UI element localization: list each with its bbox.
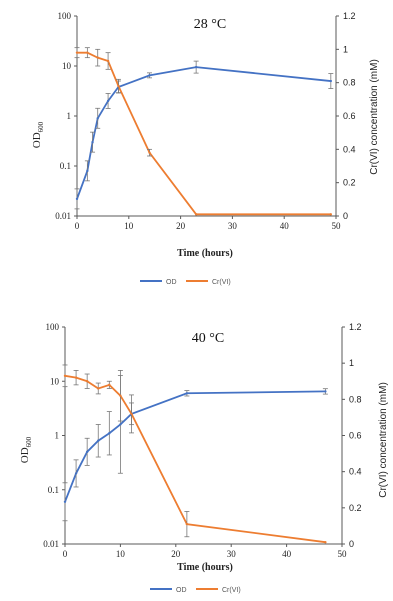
chart1-y-right-tick-label: 1 [343, 44, 348, 54]
chart2-x-tick-label: 0 [63, 549, 68, 559]
chart2-y-right-tick-label: 0.8 [349, 394, 362, 404]
chart1-ylabel-left-main: OD [31, 132, 43, 148]
chart2-ylabel-left: OD600 [19, 436, 33, 463]
chart1-series-od-point [91, 140, 94, 144]
chart2-y-right-tick-label: 1.2 [349, 322, 362, 332]
chart1-series-crvi-point [86, 51, 89, 54]
chart1-y-right-tick-label: 0.2 [343, 178, 356, 188]
chart1-xlabel: Time (hours) [177, 248, 233, 259]
chart1-series-od-point [148, 74, 151, 77]
chart2-y-left-tick-label: 0.1 [48, 485, 59, 495]
chart1-x-tick-label: 40 [280, 221, 290, 231]
chart2-y-right-tick-label: 0.6 [349, 431, 362, 441]
chart2-y-left-tick-label: 100 [46, 322, 60, 332]
chart1-series-od-line [76, 66, 331, 200]
chart2-ylabel-left-main: OD [19, 447, 31, 463]
chart1-x-tick-label: 10 [124, 221, 134, 231]
chart2-y-right-tick-label: 0.4 [349, 467, 362, 477]
chart2-series-crvi-point [63, 374, 67, 378]
chart1-x-tick-label: 20 [176, 221, 186, 231]
chart2-y-right-tick-label: 1 [349, 358, 354, 368]
chart1-series-od-point [96, 117, 99, 120]
chart1-ylabel-left: OD600 [31, 121, 45, 148]
chart2-series-crvi-point [108, 383, 111, 387]
chart2-x-tick-label: 40 [282, 549, 292, 559]
chart1-y-left-tick-label: 100 [58, 11, 72, 21]
chart1-series-crvi-point [106, 59, 110, 63]
chart2-series-od-point [119, 423, 122, 426]
chart2-legend: OD Cr(VI) [150, 587, 241, 594]
chart1-y-right-tick-label: 0.6 [343, 111, 356, 121]
chart1-series-crvi-point [75, 51, 79, 54]
chart2-series-crvi-point [85, 380, 89, 383]
chart2-legend-label-crvi: Cr(VI) [222, 587, 241, 594]
chart2-x-tick-label: 10 [116, 549, 126, 559]
chart1-y-left-tick-label: 0.01 [55, 211, 71, 221]
chart1-plot: 0.01 0.1 1 10 100 0 0.2 0.4 0.6 0.8 1 1.2 0 10 20 30 40 5… [55, 11, 355, 231]
chart2-series-od-point [324, 390, 327, 393]
chart1-y-right-tick-label: 0.8 [343, 78, 356, 88]
chart2-series-crvi-point [74, 376, 78, 379]
chart2-y-left-tick-label: 1 [55, 431, 60, 441]
chart1-series-crvi-point [117, 84, 120, 88]
chart1-series-crvi-point [148, 151, 151, 154]
chart1-y-right-tick-label: 0 [343, 211, 348, 221]
chart1-y-left-tick-label: 1 [67, 111, 72, 121]
chart2-y-right-tick-label: 0.2 [349, 503, 362, 513]
chart2-series-crvi-point [185, 522, 189, 526]
chart2-series-od-point [74, 472, 78, 475]
chart1-legend-label-crvi: Cr(VI) [212, 279, 231, 286]
chart1-y-right-tick-label: 1.2 [343, 11, 356, 21]
chart2-series-od-point [108, 432, 111, 435]
chart2-ylabel-right: Cr(VI) concentration (mM) [378, 382, 389, 498]
chart2-series-od-point [185, 392, 189, 395]
chart2-xlabel: Time (hours) [177, 562, 233, 573]
chart1-series-crvi-point [194, 213, 198, 216]
chart2-y-left-tick-label: 10 [50, 376, 60, 386]
chart1-series-od-point [106, 99, 110, 103]
chart1-legend-label-od: OD [166, 279, 177, 286]
chart1-y-left-tick-label: 0.1 [60, 161, 71, 171]
chart1-legend: OD Cr(VI) [140, 279, 231, 286]
chart2-series-od-line [64, 390, 326, 503]
chart2-title: 40 °C [192, 331, 224, 346]
chart2-x-tick-label: 20 [171, 549, 181, 559]
chart2-y-right-tick-label: 0 [349, 539, 354, 549]
chart1-y-right-tick-label: 0.4 [343, 144, 356, 154]
chart1-series-crvi-line [77, 51, 331, 216]
chart2-x-tick-label: 30 [227, 549, 237, 559]
chart2-plot: 0.01 0.1 1 10 100 0 0.2 0.4 0.6 0.8 1 1.2 0 10 20 30 40 5… [43, 322, 361, 559]
chart2-ylabel-left-sub: 600 [25, 436, 33, 447]
chart2-series-od-point [63, 500, 67, 503]
chart2-x-tick-label: 50 [338, 549, 348, 559]
chart2-legend-label-od: OD [176, 587, 187, 594]
chart1-x-tick-label: 30 [228, 221, 238, 231]
chart2-y-left-tick-label: 0.01 [43, 539, 59, 549]
chart1-series-crvi-point [329, 213, 333, 216]
chart2-series-crvi-point [130, 412, 133, 415]
chart1-x-tick-label: 50 [332, 221, 342, 231]
chart1-title: 28 °C [194, 17, 226, 32]
chart1-ylabel-right: Cr(VI) concentration (mM) [369, 59, 380, 175]
chart2-series-od-point [85, 450, 89, 454]
chart2-series-crvi-point [324, 540, 327, 544]
chart1-ylabel-left-sub: 600 [37, 121, 45, 132]
chart1-series-crvi-point [96, 56, 99, 59]
chart1-series-od-point [86, 169, 89, 173]
chart2-series-crvi-point [119, 394, 122, 397]
chart1-y-left-tick-label: 10 [62, 61, 72, 71]
chart2-series-crvi-line [64, 374, 326, 544]
chart1-x-tick-label: 0 [75, 221, 80, 231]
chart1-series-od-point [194, 65, 198, 69]
chart2-series-crvi-point [97, 387, 100, 390]
chart1-series-od-point [329, 79, 333, 83]
chart2-series-od-point [97, 439, 100, 442]
chart1-series-od-point [75, 197, 79, 201]
